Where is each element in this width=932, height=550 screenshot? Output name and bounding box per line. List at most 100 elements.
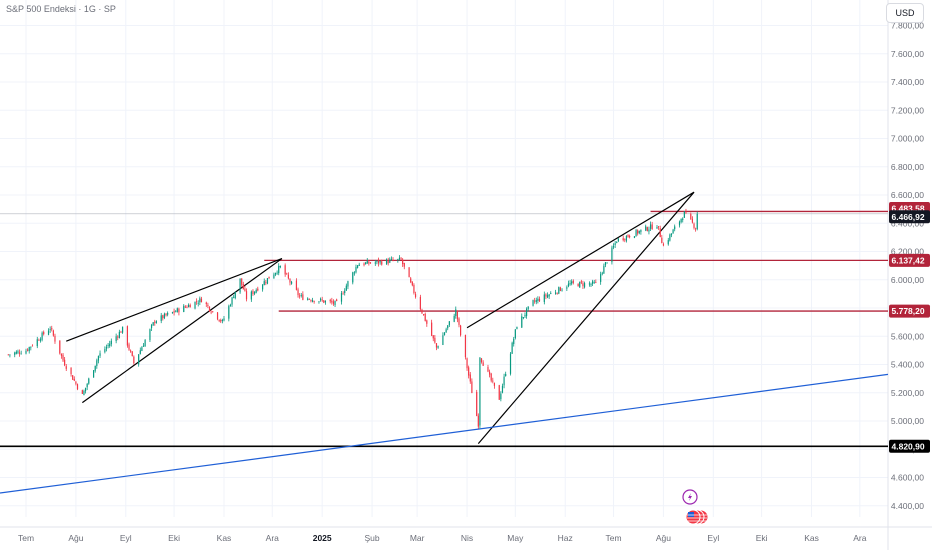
candle: [638, 230, 640, 235]
candle-body: [233, 297, 235, 299]
candle-body: [117, 336, 119, 338]
candle-body: [402, 259, 404, 265]
candle: [400, 256, 402, 260]
us-flag-events-icon[interactable]: [685, 509, 709, 525]
candle-body: [513, 338, 515, 345]
candle: [41, 331, 43, 342]
y-tick-label: 5.400,00: [891, 360, 924, 370]
candle-body: [84, 387, 87, 392]
candle: [308, 298, 310, 300]
candle-body: [199, 298, 201, 303]
candle: [99, 350, 101, 358]
candle-body: [51, 328, 53, 330]
candle-body: [422, 314, 425, 316]
candle-body: [356, 265, 359, 268]
x-tick-label: Eyl: [120, 533, 132, 543]
candle-body: [358, 264, 360, 266]
candle-body: [376, 260, 378, 262]
candle: [629, 234, 631, 239]
candle: [334, 300, 336, 307]
candle: [120, 330, 122, 333]
candle-body: [411, 281, 413, 286]
candle-body: [41, 332, 43, 340]
candle-body: [501, 385, 504, 393]
candle: [527, 306, 529, 312]
price-label-bg: [889, 439, 930, 453]
candle-body: [398, 257, 401, 260]
candle-body: [366, 260, 368, 264]
candle: [241, 278, 243, 288]
x-tick-label: Kas: [217, 533, 232, 543]
candle-body: [355, 266, 357, 273]
candle-body: [347, 281, 349, 287]
candle: [20, 350, 22, 355]
candle-body: [287, 274, 289, 279]
candle-body: [216, 312, 219, 320]
candle: [96, 358, 98, 369]
candle-body: [155, 321, 157, 324]
candle: [152, 321, 154, 326]
candle: [369, 261, 372, 264]
candle-body: [556, 292, 558, 294]
candle-body: [319, 298, 322, 301]
candle: [287, 272, 289, 280]
candle: [476, 389, 478, 417]
candle: [558, 286, 560, 295]
candle: [503, 373, 505, 389]
candle-body: [695, 228, 697, 230]
candle: [175, 310, 177, 313]
candle-body: [47, 330, 50, 335]
candle: [347, 280, 349, 290]
candle: [469, 372, 471, 384]
candle: [617, 238, 619, 243]
candle: [279, 265, 281, 269]
candle: [447, 325, 449, 331]
candle: [580, 279, 582, 285]
candle-body: [379, 261, 381, 263]
candle: [606, 262, 608, 264]
candle: [603, 263, 605, 274]
candle: [133, 355, 135, 365]
candle: [118, 329, 120, 339]
candle-body: [65, 366, 67, 369]
candle-body: [133, 356, 135, 364]
candle: [513, 336, 515, 347]
candle: [173, 308, 175, 316]
candle: [105, 344, 108, 352]
currency-button[interactable]: USD: [886, 3, 924, 23]
candle-body: [683, 211, 685, 218]
candle: [307, 297, 309, 301]
candle-body: [645, 226, 647, 231]
candle-body: [464, 334, 467, 358]
long-term-trendline: [0, 373, 889, 494]
price-label-text: 6.466,92: [892, 212, 925, 222]
candle-body: [635, 230, 637, 237]
candle-body: [408, 267, 410, 278]
candle: [534, 297, 536, 304]
candle-body: [302, 294, 304, 300]
y-tick-label: 7.200,00: [891, 105, 924, 115]
candle-body: [96, 360, 98, 367]
candle: [171, 311, 174, 314]
x-tick-label: Mar: [410, 533, 425, 543]
lightning-icon[interactable]: [682, 489, 698, 505]
candle: [81, 389, 83, 394]
price-label-text: 6.483,58: [892, 203, 925, 213]
candle: [365, 261, 367, 265]
candle-body: [381, 261, 383, 265]
candle-body: [532, 300, 534, 306]
candle: [189, 303, 191, 308]
candle-body: [118, 331, 120, 338]
candle: [197, 300, 199, 307]
candle: [480, 358, 483, 364]
candle-body: [611, 247, 613, 263]
price-label-bg: [889, 304, 930, 318]
candle: [368, 259, 370, 266]
candle: [266, 277, 269, 285]
candle-body: [252, 290, 254, 295]
candle: [268, 276, 270, 279]
candle: [516, 326, 518, 330]
price-label-level: 5.778,20: [889, 304, 930, 318]
candle: [107, 343, 109, 349]
